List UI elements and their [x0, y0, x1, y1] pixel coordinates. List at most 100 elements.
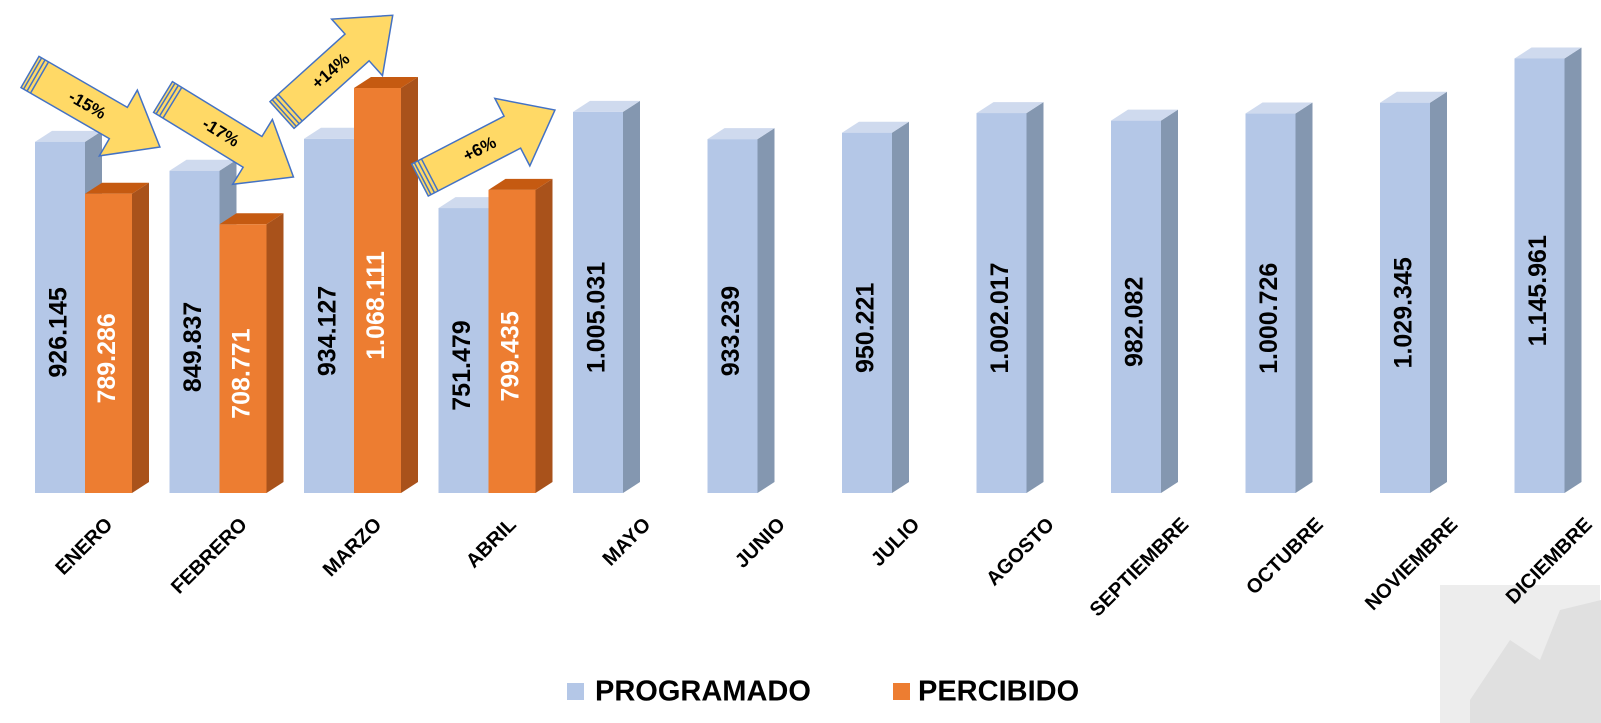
bar-front — [488, 189, 536, 493]
arrow-stripe — [420, 158, 439, 192]
arrow-body — [410, 97, 557, 197]
arrow-stripe — [162, 87, 183, 119]
bar-side — [1430, 91, 1447, 493]
bar-top — [488, 178, 553, 190]
bar-front — [354, 88, 401, 494]
value-label: 933.239 — [717, 286, 745, 376]
bar-front — [304, 138, 354, 493]
bar-front — [1380, 102, 1430, 493]
bar-top — [1380, 91, 1447, 103]
bar — [1245, 102, 1313, 494]
value-label: 1.145.961 — [1524, 235, 1552, 346]
arrow-stripe — [271, 99, 297, 127]
value-label: 789.286 — [93, 313, 121, 403]
bar-front — [842, 132, 892, 493]
bar-top — [707, 128, 775, 140]
arrow-body — [268, 14, 394, 130]
arrow-stripe — [417, 160, 436, 194]
arrow-body — [19, 55, 161, 157]
bar — [842, 121, 909, 493]
bar-top — [354, 77, 418, 89]
bar-front — [169, 170, 220, 493]
x-tick-label: JULIO — [867, 514, 924, 571]
bar-side — [1295, 102, 1313, 494]
arrow-stripe — [26, 59, 46, 92]
bar-side — [266, 213, 284, 493]
legend-swatch — [567, 683, 584, 700]
bar-side — [623, 100, 640, 493]
bar — [1111, 109, 1178, 493]
x-tick-label: FEBRERO — [167, 514, 252, 599]
bar-front — [573, 111, 623, 493]
bar-top — [1111, 109, 1178, 121]
bar-side — [1564, 47, 1582, 494]
arrow-stripe — [413, 162, 432, 195]
bar-side — [132, 182, 149, 493]
watermark — [1440, 585, 1601, 723]
annotation-arrow: +6% — [410, 97, 557, 197]
legend-label: PERCIBIDO — [918, 676, 1079, 708]
arrow-stripe — [29, 61, 50, 94]
bar — [573, 100, 640, 493]
bar — [488, 178, 553, 493]
value-label: 950.221 — [852, 283, 880, 373]
annotation-arrow: -15% — [19, 55, 161, 157]
bar-front — [219, 224, 267, 493]
bar-front — [976, 113, 1027, 494]
value-label: 1.029.345 — [1390, 257, 1418, 368]
bar-side — [535, 178, 553, 493]
bar-front — [438, 208, 489, 493]
annotation-arrow: -17% — [152, 80, 295, 186]
arrow-body — [152, 80, 295, 186]
value-label: 849.837 — [179, 302, 207, 392]
arrow-stripe — [158, 84, 180, 117]
bar-top — [1514, 47, 1582, 59]
bar — [85, 182, 149, 493]
value-label: 1.002.017 — [986, 262, 1014, 373]
bar-top — [976, 102, 1044, 114]
bar-top — [573, 100, 640, 112]
bar-front — [707, 139, 758, 493]
bar-top — [85, 182, 149, 194]
bar-side — [757, 128, 775, 493]
bar — [1514, 47, 1582, 494]
x-tick-label: JUNIO — [731, 514, 790, 573]
bar-side — [1161, 109, 1178, 493]
value-label: 799.435 — [497, 311, 525, 401]
arrow-stripe — [274, 96, 300, 125]
bar — [219, 213, 284, 493]
bar-side — [892, 121, 909, 493]
legend-swatch — [893, 683, 910, 700]
x-tick-label: SEPTIEMBRE — [1086, 514, 1194, 622]
bar — [707, 128, 775, 493]
bar-side — [1026, 102, 1044, 494]
bar-top — [1245, 102, 1313, 114]
bar — [354, 77, 418, 494]
value-label: 982.082 — [1121, 277, 1149, 367]
value-label: 926.145 — [45, 287, 73, 377]
bar — [976, 102, 1044, 494]
arrow-stripe — [155, 82, 176, 115]
bar-top — [169, 159, 237, 171]
value-label: 1.005.031 — [583, 262, 611, 373]
value-label: 934.127 — [314, 286, 342, 376]
x-tick-label: OCTUBRE — [1242, 514, 1327, 599]
value-label: 751.479 — [448, 320, 476, 410]
bar-front — [1245, 113, 1296, 494]
bar-front — [35, 141, 85, 494]
x-tick-label: ABRIL — [462, 514, 521, 573]
bar-top — [219, 213, 284, 225]
x-tick-label: MAYO — [599, 514, 656, 571]
x-tick-label: AGOSTO — [982, 514, 1059, 591]
value-label: 1.000.726 — [1255, 263, 1283, 374]
bar-top — [35, 130, 102, 142]
x-tick-label: MARZO — [319, 514, 386, 581]
arrow-stripe — [277, 93, 303, 122]
bar-side — [401, 77, 418, 494]
legend-label: PROGRAMADO — [595, 676, 811, 708]
bar — [1380, 91, 1447, 493]
x-tick-label: ENERO — [51, 514, 117, 580]
bar-front — [1514, 58, 1565, 494]
value-label: 708.771 — [228, 328, 256, 418]
